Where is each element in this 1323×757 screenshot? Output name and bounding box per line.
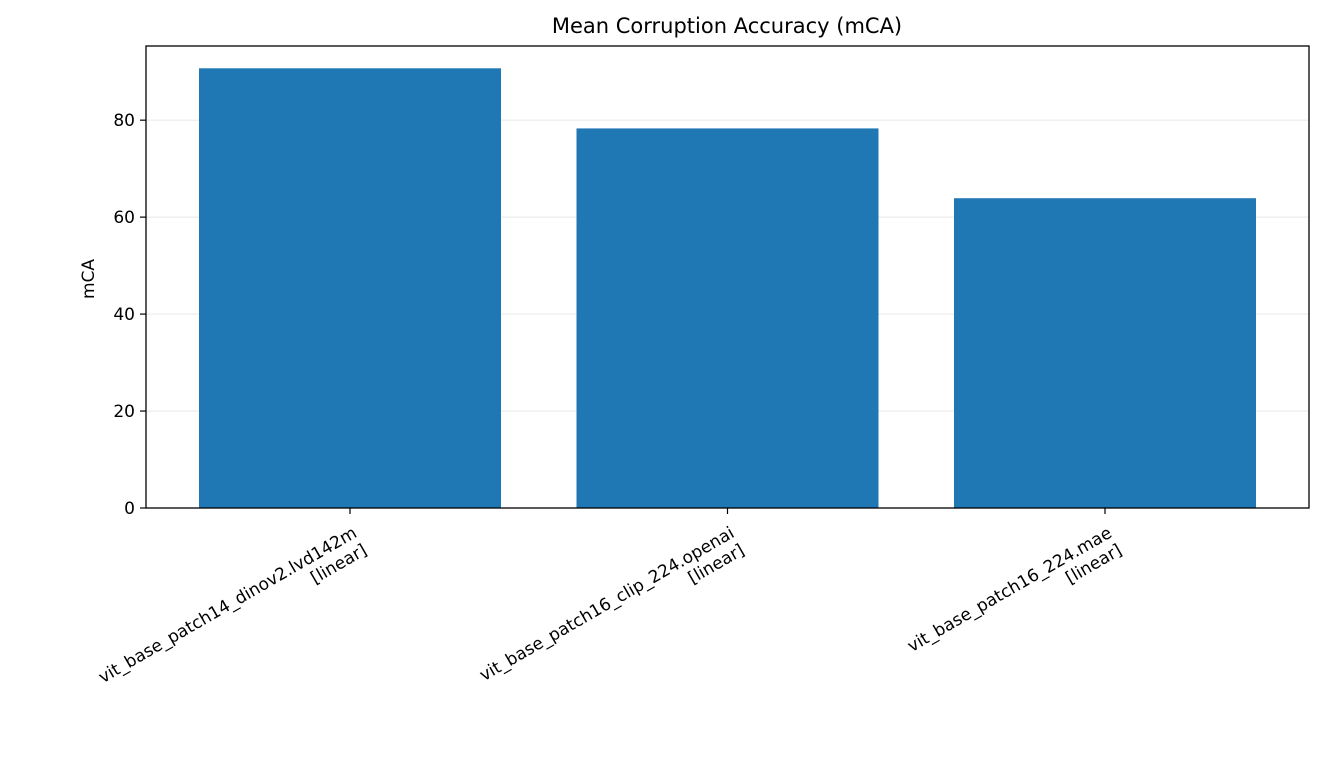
x-tick-label-line: vit_base_patch16_224.mae bbox=[904, 523, 1115, 657]
y-tick-label: 80 bbox=[113, 111, 135, 131]
y-axis-label: mCA bbox=[79, 259, 99, 299]
chart-title: Mean Corruption Accuracy (mCA) bbox=[552, 14, 902, 38]
x-tick-label: vit_base_patch16_224.mae[linear] bbox=[904, 523, 1125, 674]
y-tick-label: 60 bbox=[113, 208, 135, 228]
y-tick-label: 0 bbox=[124, 499, 135, 519]
x-tick-label: vit_base_patch16_clip_224.openai[linear] bbox=[476, 523, 748, 703]
x-axis-ticks: vit_base_patch14_dinov2.lvd142m[linear] v… bbox=[95, 508, 1126, 705]
bars bbox=[199, 68, 1256, 508]
bar-1 bbox=[199, 68, 501, 508]
svg-text:vit_base_patch14_dinov2.lvd142: vit_base_patch14_dinov2.lvd142m[linear] bbox=[95, 523, 370, 705]
svg-text:vit_base_patch16_clip_224.open: vit_base_patch16_clip_224.openai[linear] bbox=[476, 523, 748, 703]
x-tick-label-line: vit_base_patch16_clip_224.openai bbox=[476, 523, 738, 686]
x-tick-label-line: vit_base_patch14_dinov2.lvd142m bbox=[95, 523, 360, 688]
x-tick-label: vit_base_patch14_dinov2.lvd142m[linear] bbox=[95, 523, 370, 705]
y-tick-label: 40 bbox=[113, 305, 135, 325]
svg-text:vit_base_patch16_224.mae[linea: vit_base_patch16_224.mae[linear] bbox=[904, 523, 1125, 674]
bar-3 bbox=[954, 198, 1256, 508]
y-axis-ticks: 0 20 40 60 80 bbox=[113, 111, 146, 519]
y-tick-label: 20 bbox=[113, 402, 135, 422]
bar-2 bbox=[576, 128, 879, 508]
